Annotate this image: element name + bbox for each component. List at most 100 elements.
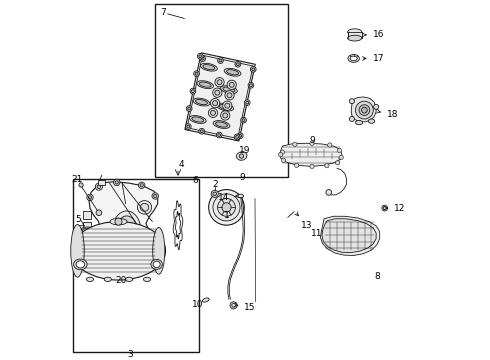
Circle shape (99, 268, 102, 271)
Polygon shape (351, 97, 376, 122)
Circle shape (242, 119, 245, 122)
Circle shape (211, 190, 218, 197)
Text: 21: 21 (71, 175, 82, 184)
Circle shape (220, 111, 230, 120)
Circle shape (280, 150, 285, 154)
Circle shape (200, 56, 205, 62)
Bar (347, 32, 362, 38)
Circle shape (337, 148, 342, 153)
Ellipse shape (140, 203, 149, 211)
Polygon shape (280, 143, 342, 166)
Text: 3: 3 (127, 350, 133, 359)
Circle shape (349, 99, 354, 104)
Circle shape (310, 164, 314, 168)
Ellipse shape (219, 104, 231, 110)
Circle shape (218, 198, 235, 216)
Ellipse shape (227, 69, 239, 75)
Circle shape (195, 72, 198, 75)
Circle shape (96, 210, 102, 216)
Ellipse shape (199, 82, 211, 87)
Ellipse shape (110, 219, 127, 225)
Circle shape (222, 101, 232, 111)
Circle shape (96, 183, 102, 190)
Ellipse shape (347, 29, 362, 35)
Circle shape (245, 100, 250, 105)
Circle shape (215, 78, 224, 87)
Text: 15: 15 (234, 303, 256, 312)
Ellipse shape (193, 98, 210, 106)
Ellipse shape (350, 56, 357, 61)
Circle shape (200, 130, 203, 133)
Circle shape (190, 88, 196, 94)
Circle shape (87, 194, 93, 201)
Circle shape (246, 101, 248, 104)
Ellipse shape (132, 261, 138, 266)
Circle shape (139, 182, 145, 189)
Ellipse shape (217, 103, 234, 111)
Circle shape (201, 57, 204, 60)
Text: 19: 19 (239, 146, 251, 155)
Circle shape (236, 135, 239, 138)
Ellipse shape (202, 298, 209, 302)
Circle shape (88, 196, 92, 199)
Circle shape (199, 129, 205, 134)
Polygon shape (185, 53, 255, 141)
Ellipse shape (223, 87, 235, 92)
Circle shape (185, 124, 191, 130)
Polygon shape (173, 201, 183, 249)
Circle shape (197, 53, 203, 59)
Text: 10: 10 (192, 300, 204, 309)
Ellipse shape (196, 99, 207, 105)
Circle shape (218, 58, 223, 63)
Circle shape (188, 107, 191, 110)
Text: 9: 9 (239, 173, 245, 182)
Polygon shape (236, 152, 247, 160)
Text: 11: 11 (311, 229, 322, 238)
Ellipse shape (203, 64, 215, 70)
Circle shape (215, 90, 220, 95)
Circle shape (211, 99, 220, 108)
Polygon shape (320, 216, 380, 256)
Circle shape (237, 63, 239, 66)
Text: 5: 5 (75, 215, 81, 224)
Circle shape (213, 194, 240, 221)
Circle shape (237, 133, 243, 139)
Text: 6: 6 (192, 176, 198, 185)
Circle shape (310, 141, 314, 145)
Circle shape (293, 142, 297, 147)
Circle shape (213, 192, 217, 195)
Ellipse shape (200, 63, 217, 71)
Ellipse shape (80, 227, 95, 234)
Ellipse shape (216, 122, 227, 127)
Ellipse shape (238, 194, 244, 198)
Circle shape (187, 125, 190, 128)
Text: 13: 13 (294, 212, 313, 230)
Ellipse shape (104, 277, 111, 282)
Circle shape (349, 117, 354, 121)
Circle shape (219, 59, 222, 62)
Ellipse shape (153, 228, 165, 274)
Text: 8: 8 (375, 273, 380, 282)
Circle shape (239, 154, 244, 158)
Circle shape (153, 194, 157, 198)
Circle shape (362, 107, 367, 113)
Circle shape (278, 153, 283, 157)
Circle shape (98, 266, 104, 273)
Circle shape (382, 205, 388, 211)
Bar (73, 179, 198, 352)
Circle shape (252, 68, 255, 71)
Ellipse shape (192, 117, 204, 122)
Bar (155, 4, 288, 177)
Polygon shape (89, 182, 158, 271)
Circle shape (152, 247, 158, 253)
Circle shape (225, 103, 230, 108)
Circle shape (140, 184, 143, 187)
Circle shape (199, 55, 202, 58)
Circle shape (241, 117, 246, 123)
Ellipse shape (189, 116, 206, 123)
Circle shape (211, 111, 216, 116)
Text: 17: 17 (363, 54, 384, 63)
Circle shape (294, 163, 299, 167)
Circle shape (209, 190, 245, 225)
Ellipse shape (72, 222, 166, 280)
